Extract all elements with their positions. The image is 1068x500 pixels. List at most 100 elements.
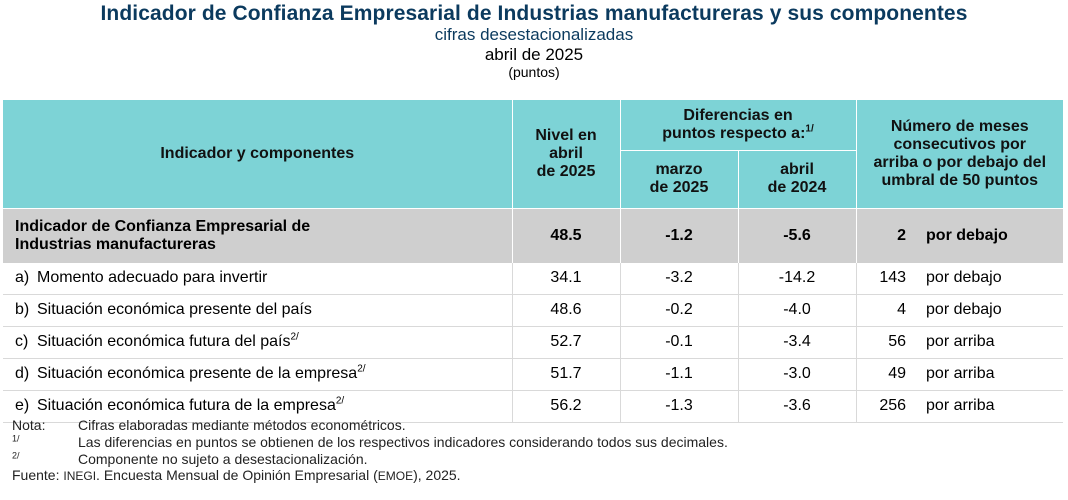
row-direction: por arriba xyxy=(914,326,1064,359)
row-name: a) Momento adecuado para invertir xyxy=(3,262,512,295)
note-label: Nota: xyxy=(12,417,46,433)
header-diff-footnote: 1/ xyxy=(805,123,814,135)
row-level: 34.1 xyxy=(511,262,620,295)
header-level-line1: Nivel en xyxy=(535,126,597,144)
row-months: 143 xyxy=(855,262,915,295)
header-differences: Diferencias en puntos respecto a:1/ xyxy=(619,100,857,150)
note-1-label: 1/ xyxy=(12,433,20,444)
row-diff-month: -0.2 xyxy=(619,294,738,327)
header-diff-line2: puntos respecto a:1/ xyxy=(621,123,856,143)
header-diff-line1: Diferencias en xyxy=(683,106,793,124)
header-months-line3: arriba o por debajo del xyxy=(873,153,1047,171)
note-2-label: 2/ xyxy=(12,449,20,460)
row-diff-month: -1.3 xyxy=(619,390,738,423)
row-name: b) Situación económica presente del país xyxy=(3,294,512,327)
table-row: b) Situación económica presente del país … xyxy=(3,294,1064,327)
source-emoe: EMOE xyxy=(377,469,414,484)
row-months: 49 xyxy=(855,358,915,391)
summary-name: Indicador de Confianza Empresarial de In… xyxy=(3,207,512,263)
summary-name-line1: Indicador de Confianza Empresarial de xyxy=(15,217,311,235)
row-label: Situación económica presente de la empre… xyxy=(37,365,358,382)
source-line: Fuente: INEGI. Encuesta Mensual de Opini… xyxy=(12,467,728,484)
header-diff-month-line1: marzo xyxy=(655,161,703,179)
row-name: e) Situación económica futura de la empre… xyxy=(3,390,512,423)
row-diff-year: -3.6 xyxy=(737,390,857,423)
report-date: abril de 2025 xyxy=(484,44,584,64)
summary-direction: por debajo xyxy=(914,207,1064,263)
note-text: Cifras elaboradas mediante métodos econo… xyxy=(78,417,406,433)
page-subtitle: cifras desestacionalizadas xyxy=(434,25,634,45)
source-text-1: . Encuesta Mensual de Opinión Empresaria… xyxy=(96,467,378,484)
row-letter: c) xyxy=(15,333,29,350)
header-diff-year-line1: abril xyxy=(780,161,814,179)
note-1: 1/ Las diferencias en puntos se obtienen… xyxy=(12,434,728,451)
source-text-2: ), 2025. xyxy=(413,467,461,484)
source-inegi: INEGI xyxy=(63,469,97,484)
summary-level: 48.5 xyxy=(511,207,620,263)
row-letter: a) xyxy=(15,269,30,286)
header-months-line2: consecutivos por xyxy=(893,135,1027,153)
page-title: Indicador de Confianza Empresarial de In… xyxy=(100,2,968,25)
table-row: a) Momento adecuado para invertir 34.1 -3… xyxy=(3,262,1064,295)
row-diff-month: -3.2 xyxy=(619,262,738,295)
row-footnote: 2/ xyxy=(357,363,366,375)
row-direction: por debajo xyxy=(914,262,1064,295)
header-months-line4: umbral de 50 puntos xyxy=(881,171,1038,189)
header-diff-line2-text: puntos respecto a: xyxy=(662,124,806,142)
row-letter: d) xyxy=(15,365,30,382)
header-diff-year-line2: de 2024 xyxy=(767,179,827,196)
indicator-table: Indicador y componentes Nivel en abril d… xyxy=(3,100,1064,423)
row-letter: e) xyxy=(15,397,30,414)
header-diff-year: abril de 2024 xyxy=(737,149,857,208)
note-1-text: Las diferencias en puntos se obtienen de… xyxy=(78,433,728,450)
table-row: d) Situación económica presente de la emp… xyxy=(3,358,1064,391)
header-months: Número de meses consecutivos por arriba … xyxy=(855,100,1064,208)
row-diff-month: -1.1 xyxy=(619,358,738,391)
row-direction: por arriba xyxy=(914,358,1064,391)
header-level-line3: de 2025 xyxy=(536,162,596,180)
units-label: (puntos) xyxy=(508,63,560,80)
row-footnote: 2/ xyxy=(290,331,299,343)
header-indicator: Indicador y componentes xyxy=(3,100,512,208)
row-label: Situación económica futura del país xyxy=(37,333,291,350)
summary-row: Indicador de Confianza Empresarial de In… xyxy=(3,207,1064,263)
note-general: Nota: Cifras elaboradas mediante métodos… xyxy=(12,417,728,434)
row-diff-year: -4.0 xyxy=(737,294,857,327)
header-diff-month-line2: de 2025 xyxy=(649,179,709,196)
row-months: 256 xyxy=(855,390,915,423)
row-letter: b) xyxy=(15,301,30,318)
row-months: 4 xyxy=(855,294,915,327)
row-direction: por arriba xyxy=(914,390,1064,423)
row-diff-year: -14.2 xyxy=(737,262,857,295)
note-2-text: Componente no sujeto a desestacionalizac… xyxy=(78,450,368,467)
row-months: 56 xyxy=(855,326,915,359)
summary-diff-month: -1.2 xyxy=(619,207,738,263)
row-diff-year: -3.0 xyxy=(737,358,857,391)
source-label: Fuente: xyxy=(12,467,60,484)
summary-months: 2 xyxy=(855,207,915,263)
header-level-line2: abril xyxy=(549,144,583,162)
note-2-key: 2/ xyxy=(12,449,78,468)
row-diff-year: -3.4 xyxy=(737,326,857,359)
summary-diff-year: -5.6 xyxy=(737,207,857,263)
note-1-key: 1/ xyxy=(12,434,78,451)
footnotes: Nota: Cifras elaboradas mediante métodos… xyxy=(12,417,728,484)
header-months-line1: Número de meses xyxy=(890,117,1029,135)
note-2: 2/ Componente no sujeto a desestacionali… xyxy=(12,449,728,468)
row-label: Situación económica futura de la empresa xyxy=(37,397,336,414)
row-level: 52.7 xyxy=(511,326,620,359)
title-block: Indicador de Confianza Empresarial de In… xyxy=(0,0,1068,79)
row-label: Momento adecuado para invertir xyxy=(37,269,268,286)
table-row: e) Situación económica futura de la empre… xyxy=(3,390,1064,423)
table-row: c) Situación económica futura del país2/ … xyxy=(3,326,1064,359)
row-diff-month: -0.1 xyxy=(619,326,738,359)
row-name: c) Situación económica futura del país2/ xyxy=(3,326,512,359)
row-level: 48.6 xyxy=(511,294,620,327)
header-level: Nivel en abril de 2025 xyxy=(511,100,620,208)
summary-name-line2: Industrias manufactureras xyxy=(15,235,216,253)
header-diff-month: marzo de 2025 xyxy=(619,149,738,208)
row-name: d) Situación económica presente de la emp… xyxy=(3,358,512,391)
row-footnote: 2/ xyxy=(335,395,345,407)
row-level: 56.2 xyxy=(511,390,620,423)
